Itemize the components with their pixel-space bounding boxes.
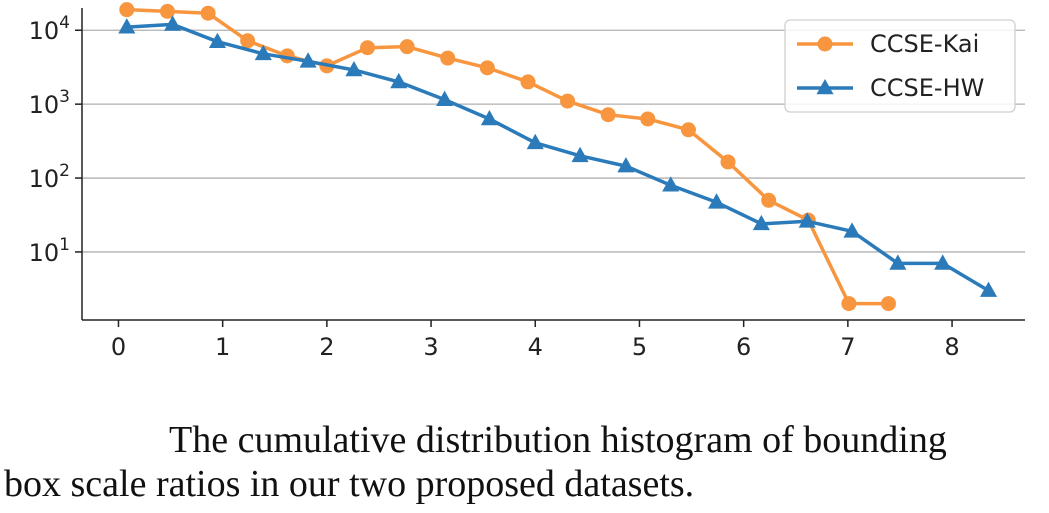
x-tick-label: 6 <box>736 333 751 361</box>
x-tick-label: 2 <box>319 333 334 361</box>
data-point-ccse-kai <box>399 39 415 55</box>
data-point-ccse-kai <box>640 111 656 127</box>
x-tick-label: 4 <box>528 333 543 361</box>
data-point-ccse-hw <box>164 15 182 31</box>
legend-marker-ccse-hw <box>816 79 834 95</box>
data-point-ccse-hw <box>708 193 726 209</box>
x-tick-label: 7 <box>840 333 855 361</box>
series-layer <box>118 2 998 312</box>
data-point-ccse-kai <box>680 122 696 138</box>
data-point-ccse-hw <box>571 146 589 163</box>
data-point-ccse-hw <box>208 32 227 48</box>
data-point-ccse-kai <box>200 5 216 21</box>
data-point-ccse-kai <box>560 93 576 109</box>
y-tick-label: 103 <box>29 87 70 119</box>
data-point-ccse-hw <box>299 52 317 68</box>
axes: 101 102 103 104 0 1 2 3 4 5 6 7 8 <box>29 8 1025 361</box>
data-point-ccse-kai <box>240 33 256 49</box>
data-point-ccse-hw <box>843 222 861 238</box>
data-point-ccse-kai <box>720 154 736 170</box>
series-line-ccse-kai <box>126 7 889 306</box>
data-point-ccse-kai <box>520 74 536 90</box>
data-point-ccse-hw <box>798 212 816 228</box>
data-point-ccse-kai <box>880 296 896 312</box>
data-point-ccse-kai <box>119 2 135 18</box>
x-tick-label: 1 <box>215 333 230 361</box>
caption-line-2: box scale ratios in our two proposed dat… <box>4 463 695 505</box>
data-point-ccse-hw <box>436 90 454 106</box>
y-tick-label: 102 <box>29 161 70 193</box>
data-point-ccse-kai <box>440 50 456 66</box>
data-point-ccse-kai <box>841 296 857 312</box>
data-point-ccse-hw <box>979 281 998 297</box>
data-point-ccse-hw <box>662 176 680 192</box>
y-tick-label: 104 <box>29 13 70 45</box>
data-point-ccse-hw <box>345 60 363 77</box>
y-tick-label: 101 <box>29 235 70 267</box>
legend-label-ccse-hw: CCSE-HW <box>870 74 984 102</box>
x-tick-label: 3 <box>423 333 438 361</box>
data-point-ccse-hw <box>617 157 635 173</box>
legend-marker-ccse-kai <box>817 36 833 52</box>
data-point-ccse-hw <box>390 72 408 89</box>
data-point-ccse-hw <box>752 214 770 231</box>
data-point-ccse-hw <box>934 254 952 270</box>
legend-label-ccse-kai: CCSE-Kai <box>870 30 979 58</box>
series-line-ccse-hw <box>126 22 990 293</box>
data-point-ccse-hw <box>254 44 272 61</box>
figure-caption: The cumulative distribution histogram of… <box>4 418 1044 506</box>
x-tick-label: 0 <box>111 333 126 361</box>
data-point-ccse-kai <box>159 3 175 19</box>
data-point-ccse-hw <box>889 254 907 270</box>
legend: CCSE-Kai CCSE-HW <box>784 19 1016 113</box>
data-point-ccse-hw <box>480 109 498 126</box>
data-point-ccse-kai <box>360 40 376 56</box>
scale-ratio-chart: 101 102 103 104 0 1 2 3 4 5 6 7 8 CCSE-Kai CCSE-HW <box>29 2 1025 361</box>
data-point-ccse-hw <box>118 18 136 34</box>
data-point-ccse-hw <box>526 133 544 150</box>
data-point-ccse-kai <box>761 192 777 208</box>
x-tick-label: 8 <box>944 333 959 361</box>
x-tick-label: 5 <box>632 333 647 361</box>
data-point-ccse-kai <box>600 107 616 123</box>
data-point-ccse-kai <box>479 60 495 76</box>
caption-line-1: The cumulative distribution histogram of… <box>169 419 947 461</box>
